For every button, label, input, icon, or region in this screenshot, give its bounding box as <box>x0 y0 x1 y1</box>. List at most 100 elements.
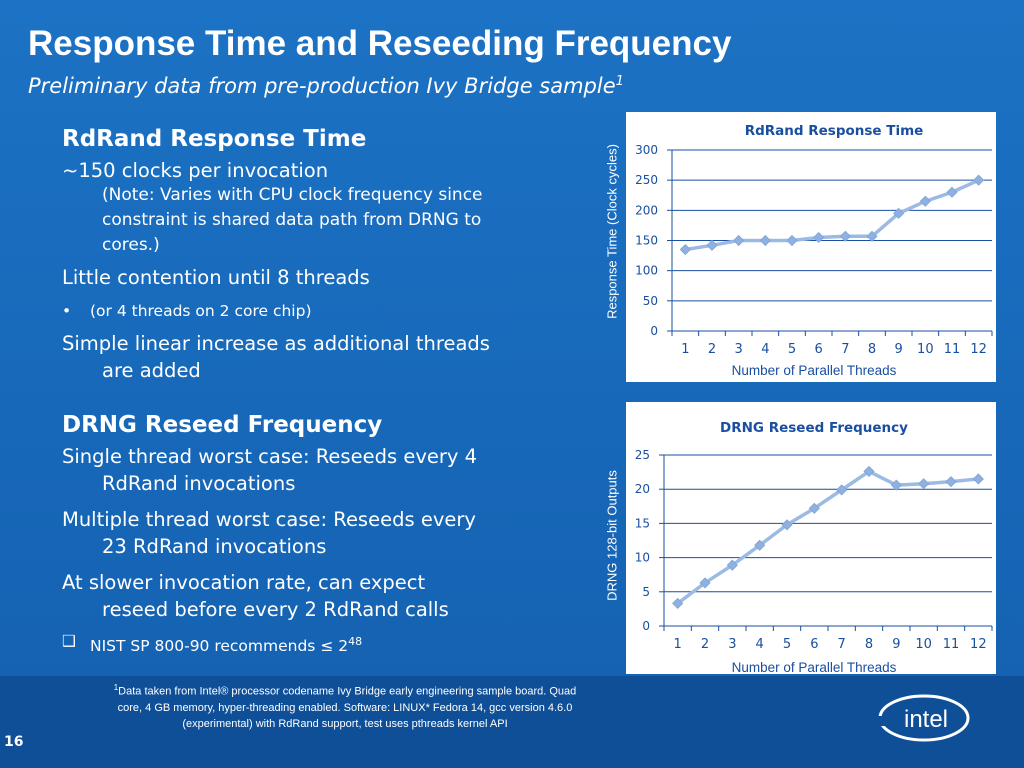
multi-thread-line-1: Multiple thread worst case: Reseeds ever… <box>62 508 476 531</box>
rdrand-response-chart: RdRand Response Time 0 50 100 150 200 250 300 1 2… <box>626 112 996 382</box>
chart2-ytick-label: 20 <box>635 482 650 496</box>
chart2-data-point <box>863 465 875 477</box>
reseed-heading: DRNG Reseed Frequency <box>62 412 383 438</box>
chart2-xtick-label: 1 <box>674 637 682 652</box>
chart1-ytick-label: 150 <box>635 234 658 248</box>
chart1-ytick-label: 300 <box>635 143 658 157</box>
chart2-data-point <box>808 502 820 514</box>
chart2-data-point <box>781 519 793 531</box>
chart2-ytick-label: 25 <box>635 448 650 462</box>
chart2-xtick-label: 9 <box>892 637 900 652</box>
slower-rate-line-1: At slower invocation rate, can expect <box>62 571 426 594</box>
chart1-xtick-label: 3 <box>735 342 743 357</box>
chart2-y-axis-title: DRNG 128-bit Outputs <box>604 470 620 601</box>
chart2-data-point <box>836 484 848 496</box>
chart1-xtick-label: 8 <box>868 342 876 357</box>
rdrand-note-line-3: cores.) <box>102 235 160 255</box>
nist-exponent: 48 <box>348 635 363 648</box>
rdrand-heading: RdRand Response Time <box>62 126 367 152</box>
chart1-xtick-label: 6 <box>815 342 823 357</box>
chart1-xtick-label: 2 <box>708 342 716 357</box>
chart2-data-point <box>699 577 711 589</box>
chart1-xtick-label: 9 <box>895 342 903 357</box>
chart2-ytick-label: 15 <box>635 516 650 530</box>
chart2-data-point <box>945 476 957 488</box>
chart1-xtick-label: 11 <box>944 342 961 357</box>
chart2-xtick-label: 10 <box>915 637 932 652</box>
footnote-text-1: Data taken from Intel® processor codenam… <box>118 685 577 698</box>
chart2-series-line <box>676 469 979 605</box>
linear-increase-line-1: Simple linear increase as additional thr… <box>62 332 490 355</box>
rdrand-note-line-2: constraint is shared data path from DRNG… <box>102 210 482 230</box>
chart2-xtick-label: 12 <box>970 637 987 652</box>
chart1-xtick-label: 5 <box>788 342 796 357</box>
checkbox-bullet-icon: ❑ <box>62 632 76 650</box>
subtitle-footnote-mark: 1 <box>615 74 624 89</box>
chart1-ytick-label: 200 <box>635 203 658 217</box>
footnote-line-2: core, 4 GB memory, hyper-threading enabl… <box>117 701 573 714</box>
chart2-xtick-label: 3 <box>728 637 736 652</box>
chart1-xtick-label: 4 <box>761 342 769 357</box>
chart2-data-point <box>972 473 984 485</box>
intel-logo-text: intel <box>904 706 948 733</box>
chart1-xtick-label: 7 <box>841 342 849 357</box>
footnote-line-1: 1Data taken from Intel® processor codena… <box>60 680 630 700</box>
contention-line: Little contention until 8 threads <box>62 266 370 289</box>
chart1-x-axis-title: Number of Parallel Threads <box>732 363 897 378</box>
chart2-ytick-label: 0 <box>642 619 650 633</box>
chart2-data-point <box>726 559 738 571</box>
chart1-data-point <box>973 174 985 186</box>
chart1-series-line <box>685 178 980 252</box>
chart2-title: DRNG Reseed Frequency <box>720 420 908 436</box>
chart1-data-point <box>733 234 745 247</box>
chart1-data-point <box>679 243 691 256</box>
chart1-data-point <box>813 231 825 244</box>
nist-recommendation: NIST SP 800-90 recommends ≤ 248 <box>90 628 362 660</box>
chart2-xtick-label: 5 <box>783 637 791 652</box>
single-thread-line-1: Single thread worst case: Reseeds every … <box>62 445 478 468</box>
multi-thread-line-2: 23 RdRand invocations <box>102 535 327 558</box>
chart1-data-point <box>946 186 958 198</box>
footer-band <box>0 676 1024 768</box>
chart1-data-point <box>919 195 931 207</box>
chart1-xtick-label: 12 <box>970 342 987 357</box>
chart1-xtick-label: 10 <box>917 342 934 357</box>
chart2-data-point <box>672 597 684 609</box>
chart2-xtick-label: 7 <box>838 637 846 652</box>
footnote: 1Data taken from Intel® processor codena… <box>60 680 630 732</box>
chart1-ytick-label: 50 <box>643 294 658 308</box>
chart1-xtick-label: 1 <box>681 342 689 357</box>
chart2-xtick-label: 6 <box>810 637 818 652</box>
chart2-xtick-label: 8 <box>865 637 873 652</box>
chart1-data-point <box>759 234 771 247</box>
chart2-xtick-label: 11 <box>943 637 960 652</box>
rdrand-note-line-1: (Note: Varies with CPU clock frequency s… <box>102 185 483 205</box>
subtitle-text: Preliminary data from pre-production Ivy… <box>28 74 616 98</box>
chart2-data-point <box>918 478 930 490</box>
chart2-ytick-label: 5 <box>642 585 650 599</box>
chart1-data-point <box>839 230 851 242</box>
slide-subtitle: Preliminary data from pre-production Ivy… <box>28 68 624 100</box>
chart2-x-axis-title: Number of Parallel Threads <box>732 660 897 674</box>
bullet-marker: • <box>62 302 72 320</box>
linear-increase-line-2: are added <box>102 359 201 382</box>
chart1-title: RdRand Response Time <box>745 123 924 139</box>
chart2-xtick-label: 4 <box>756 637 764 652</box>
chart2-data-point <box>754 539 766 551</box>
chart1-data-point <box>893 207 905 219</box>
drng-reseed-chart: DRNG Reseed Frequency 0 5 10 15 20 25 1 2 3 4 5 6 7 8 9… <box>626 402 996 674</box>
chart2-xtick-label: 2 <box>701 637 709 652</box>
chart1-data-point <box>706 239 718 251</box>
chart2-ytick-label: 10 <box>635 551 650 565</box>
slide-title: Response Time and Reseeding Frequency <box>28 24 732 63</box>
page-number: 16 <box>4 734 24 750</box>
footnote-line-3: (experimental) with RdRand support, test… <box>182 717 508 730</box>
intel-logo-gap <box>876 716 890 726</box>
chart2-data-point <box>890 479 902 491</box>
rdrand-clocks-line: ~150 clocks per invocation <box>62 159 329 182</box>
chart1-data-point <box>786 234 798 247</box>
single-thread-line-2: RdRand invocations <box>102 472 296 495</box>
chart1-data-point <box>866 230 878 242</box>
